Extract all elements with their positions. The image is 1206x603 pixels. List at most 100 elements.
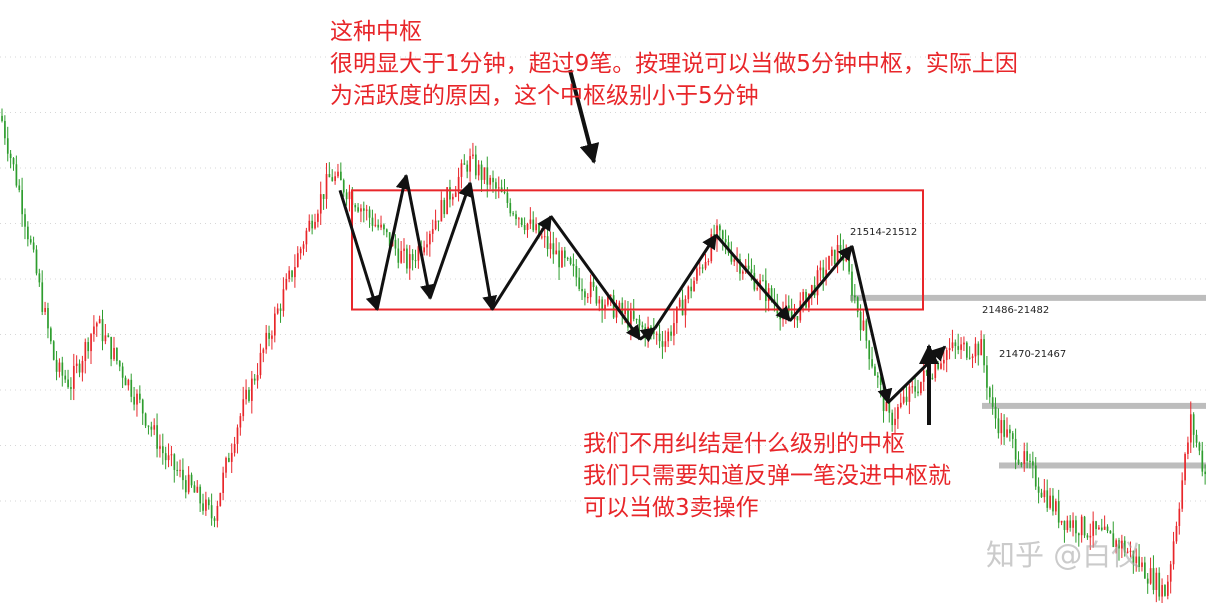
candle-body <box>1072 520 1074 528</box>
candle-body <box>994 406 997 419</box>
candle-body <box>664 341 667 347</box>
candle-body <box>205 499 207 511</box>
candle-body <box>1003 420 1006 437</box>
candle-body <box>1080 516 1083 536</box>
bi-arrow <box>850 245 893 405</box>
candle-body <box>1115 540 1118 548</box>
candle-body <box>268 332 270 339</box>
zhongshu-box <box>351 189 924 311</box>
candle-body <box>199 486 202 504</box>
candle-body <box>561 250 563 268</box>
candle-body <box>167 455 170 461</box>
candle-body <box>1167 581 1169 596</box>
candle-body <box>891 412 894 426</box>
candle-body <box>133 396 135 405</box>
candle-body <box>980 339 983 356</box>
candle-body <box>914 386 917 392</box>
candle-body <box>1138 556 1140 567</box>
candle-body <box>84 342 87 361</box>
candle-body <box>986 365 988 388</box>
candle-body <box>305 230 308 245</box>
candle-body <box>340 171 342 181</box>
candle-body <box>429 233 431 245</box>
candle-body <box>225 457 227 473</box>
candle-body <box>954 342 957 347</box>
candle-body <box>974 343 977 357</box>
candle-body <box>1135 556 1138 563</box>
candle-body <box>322 194 325 199</box>
candle-body <box>139 393 141 400</box>
candle-body <box>779 313 782 320</box>
candle-body <box>874 366 876 376</box>
candle-body <box>1103 526 1106 530</box>
candle-body <box>1106 526 1109 531</box>
candle-body <box>153 425 156 430</box>
candle-body <box>1164 585 1166 596</box>
candle-body <box>546 236 549 250</box>
candle-body <box>262 349 265 353</box>
candle-body <box>876 375 879 378</box>
level-label: 21470-21467 <box>999 349 1067 360</box>
candle-body <box>41 282 44 312</box>
candle-body <box>354 205 357 208</box>
candle-body <box>1060 520 1063 523</box>
bi-arrow <box>788 245 854 322</box>
candle-body <box>1057 501 1060 523</box>
candle-body <box>29 239 32 243</box>
candle-body <box>403 248 405 251</box>
candle-body <box>374 224 377 226</box>
candle-body <box>549 243 552 250</box>
candle-body <box>162 446 164 454</box>
candle-body <box>55 359 58 372</box>
candle-body <box>756 287 759 290</box>
candle-body <box>443 200 446 215</box>
candle-body <box>314 221 316 229</box>
candle-body <box>104 335 107 342</box>
candle-body <box>943 359 945 364</box>
bi-arrow <box>653 233 718 329</box>
candle-body <box>1144 562 1146 579</box>
candle-body <box>113 347 115 360</box>
candle-body <box>173 454 176 470</box>
candle-body <box>408 254 411 269</box>
candle-body <box>144 413 147 426</box>
candle-body <box>222 472 224 493</box>
candle-body <box>1149 568 1152 584</box>
candle-body <box>454 192 457 197</box>
candle-body <box>1123 540 1126 553</box>
candle-body <box>219 492 222 506</box>
candle-body <box>1178 508 1181 526</box>
candle-body <box>624 310 626 315</box>
candle-body <box>566 258 569 260</box>
candle-body <box>98 319 101 324</box>
candle-body <box>598 299 601 304</box>
candle-body <box>1023 451 1026 464</box>
candle-body <box>1126 551 1129 553</box>
candle-body <box>210 505 213 519</box>
candle-body <box>684 299 687 316</box>
candle-body <box>589 281 592 298</box>
candle-body <box>187 474 190 493</box>
candle-body <box>650 326 652 329</box>
bi-arrow <box>468 182 498 311</box>
candle-body <box>18 185 21 191</box>
candle-body <box>991 397 994 407</box>
candle-body <box>27 226 29 240</box>
candle-body <box>845 256 848 261</box>
bi-arrows <box>338 69 947 425</box>
candle-body <box>179 469 181 471</box>
candle-body <box>739 259 741 274</box>
candle-body <box>107 335 110 337</box>
candle-body <box>256 375 259 381</box>
candle-body <box>279 308 282 311</box>
candle-body <box>1049 495 1051 508</box>
candle-body <box>124 377 127 386</box>
candle-body <box>1184 453 1186 481</box>
candle-body <box>1043 490 1046 498</box>
candle-body <box>328 174 331 178</box>
bi-arrow <box>428 181 473 299</box>
candle-body <box>960 344 962 350</box>
candle-body <box>52 341 55 360</box>
candle-body <box>1175 525 1178 542</box>
candle-body <box>833 249 836 265</box>
